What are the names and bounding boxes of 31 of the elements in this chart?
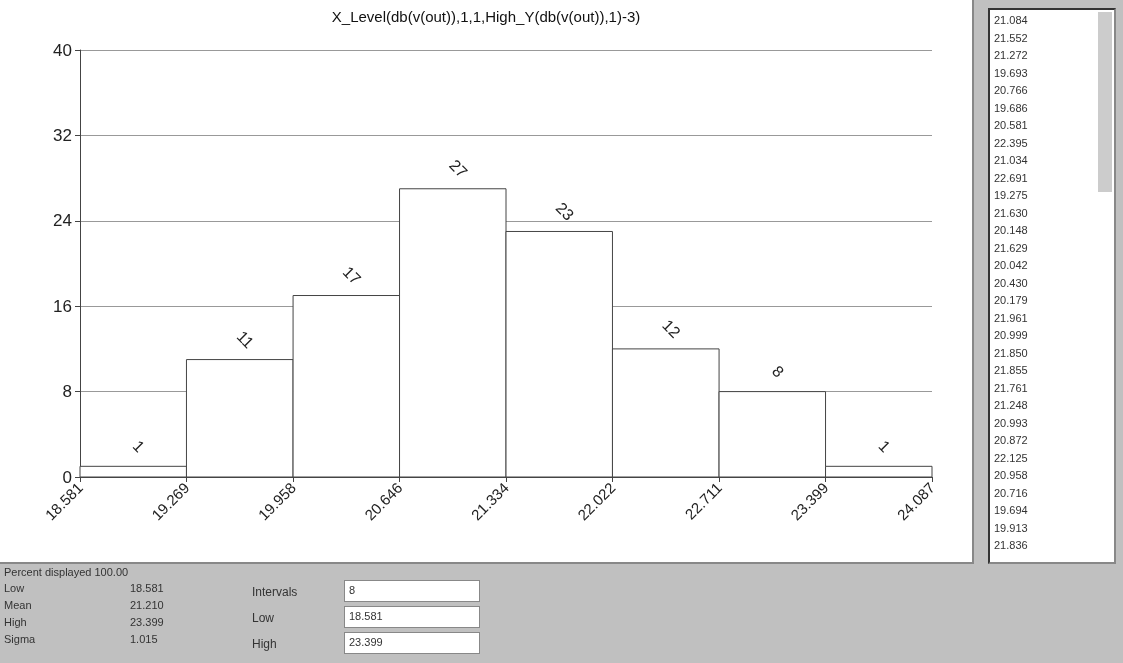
text: 18.581 [130, 582, 164, 594]
text: 1.015 [130, 633, 158, 645]
text-field: 8 [344, 580, 480, 602]
y-tick-label: 16 [53, 296, 72, 316]
text: 21.210 [130, 599, 164, 611]
data-label: 1 [129, 437, 149, 456]
text: High [252, 637, 277, 651]
y-tick-label: 0 [62, 467, 72, 487]
text: Low [4, 582, 25, 594]
y-tick-label: 24 [53, 211, 72, 231]
text: 23.399 [130, 616, 164, 628]
text: Intervals [252, 585, 298, 599]
text: Low [252, 611, 275, 625]
text: Mean [4, 599, 32, 611]
data-label: 8 [768, 362, 788, 381]
text-field: 23.399 [344, 632, 480, 654]
text: High [4, 616, 27, 628]
text: Percent displayed 100.00 [4, 566, 129, 578]
data-label: 1 [875, 437, 894, 456]
y-tick-label: 8 [62, 382, 72, 402]
chart-title: X_Level(db(v(out)),1,1,High_Y(db(v(out)),1)-3) [331, 8, 641, 25]
data-label: 12 [659, 316, 684, 342]
data-label: 23 [552, 199, 578, 224]
data-label: 17 [339, 263, 365, 288]
y-tick-label: 32 [53, 125, 72, 145]
value-list: 21.084 21.552 21.272 19.693 20.766 19.686 20.581 22.395 21.034 22.691 19.275 21.630 20.148 21.629 20.042 20.430 20.179 21.961 20.999 21.850 21.855 21.761 21.248 20.993 20.872 22.125 20.958 20.716 19.694 19.913 21.836 [988, 8, 1116, 564]
data-label: 27 [446, 156, 471, 181]
y-tick-label: 40 [53, 40, 72, 60]
data-label: 11 [233, 327, 258, 352]
text-field: 18.581 [344, 606, 480, 628]
text: Sigma [4, 633, 36, 645]
